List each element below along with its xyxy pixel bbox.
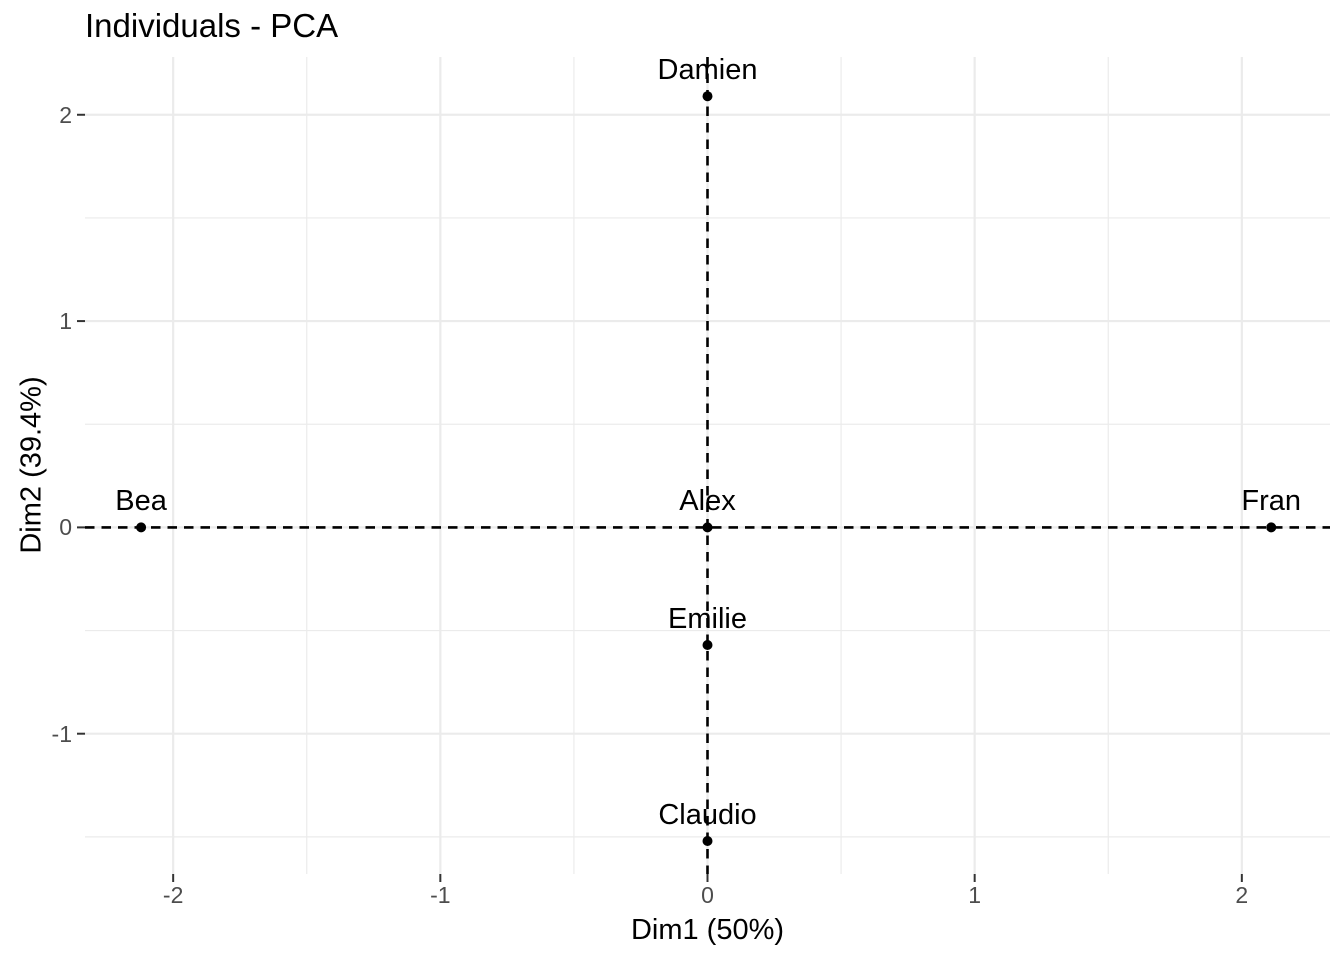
x-tick-label: -2 <box>162 882 184 908</box>
x-tick-label: 0 <box>701 882 714 908</box>
y-tick-label: 1 <box>59 308 72 335</box>
x-tick-label: 2 <box>1235 882 1249 908</box>
x-tick-label: 1 <box>968 882 982 908</box>
y-tick-label: 2 <box>59 101 72 128</box>
y-tick-label: 0 <box>59 514 72 541</box>
data-point-alex <box>702 522 713 533</box>
data-point-bea <box>136 522 147 533</box>
data-point-emilie <box>702 639 713 650</box>
x-tick-label: -1 <box>430 882 451 908</box>
data-point-claudio <box>702 835 713 846</box>
y-tick-label: -1 <box>51 720 72 747</box>
data-point-fran <box>1266 522 1277 533</box>
point-label-damien: Damien <box>657 54 758 87</box>
point-label-emilie: Emilie <box>668 602 747 635</box>
point-label-alex: Alex <box>679 485 736 518</box>
point-label-claudio: Claudio <box>658 798 757 831</box>
chart-title: Individuals - PCA <box>85 7 339 44</box>
data-point-damien <box>702 91 713 102</box>
x-axis-title: Dim1 (50%) <box>630 914 785 946</box>
point-label-bea: Bea <box>115 485 167 518</box>
point-label-fran: Fran <box>1241 485 1302 518</box>
